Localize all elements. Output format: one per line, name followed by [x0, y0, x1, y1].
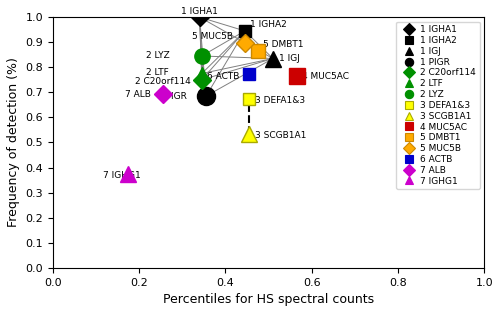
Text: 1 IGHA2: 1 IGHA2: [250, 20, 287, 29]
Text: 2 C20orf114: 2 C20orf114: [135, 77, 190, 86]
Legend: 1 IGHA1, 1 IGHA2, 1 IGJ, 1 PIGR, 2 C20orf114, 2 LTF, 2 LYZ, 3 DEFA1&3, 3 SCGB1A1: 1 IGHA1, 1 IGHA2, 1 IGJ, 1 PIGR, 2 C20or…: [396, 22, 479, 189]
Y-axis label: Frequency of detection (%): Frequency of detection (%): [7, 58, 20, 228]
X-axis label: Percentiles for HS spectral counts: Percentiles for HS spectral counts: [163, 293, 374, 306]
Text: 1 PIGR: 1 PIGR: [157, 92, 186, 100]
Text: 1 IGJ: 1 IGJ: [278, 54, 299, 63]
Text: 5 MUC5B: 5 MUC5B: [192, 33, 233, 41]
Text: 7 ALB: 7 ALB: [126, 90, 152, 99]
Text: 2 LYZ: 2 LYZ: [146, 51, 170, 60]
Text: 3 DEFA1&3: 3 DEFA1&3: [255, 96, 305, 105]
Text: 1 IGHA1: 1 IGHA1: [181, 7, 218, 16]
Text: 5 DMBT1: 5 DMBT1: [264, 40, 304, 49]
Text: 2 LTF: 2 LTF: [146, 68, 169, 77]
Text: 6 ACTB: 6 ACTB: [208, 72, 240, 80]
Text: 3 SCGB1A1: 3 SCGB1A1: [255, 131, 306, 140]
Text: 4 MUC5AC: 4 MUC5AC: [302, 72, 349, 80]
Text: 7 IGHG1: 7 IGHG1: [102, 171, 141, 180]
